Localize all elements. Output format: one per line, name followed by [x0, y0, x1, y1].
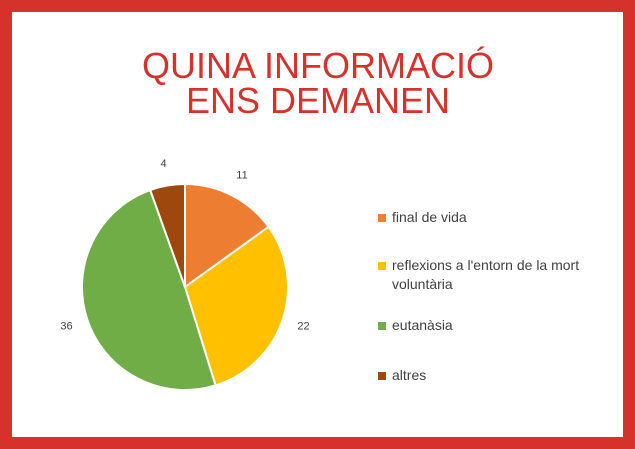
legend-label: reflexions a l'entorn de la mort voluntà… [392, 257, 580, 292]
legend-label: eutanàsia [392, 317, 453, 333]
pie-slice [184, 182, 270, 289]
legend-item: reflexions a l'entorn de la mort voluntà… [378, 256, 622, 294]
legend-swatch [378, 322, 386, 330]
chart-title: QUINA INFORMACIÓ [142, 45, 494, 86]
pie-slice [80, 188, 217, 391]
data-label: 11 [236, 170, 247, 182]
data-label: 22 [297, 321, 309, 333]
legend-label: final de vida [392, 209, 467, 225]
legend-swatch [378, 262, 386, 270]
legend-item: altres [378, 366, 622, 385]
pie-slice [183, 225, 289, 387]
chart: QUINA INFORMACIÓ ENS DEMANEN 11 22 36 4 [60, 45, 494, 391]
legend-swatch [378, 214, 386, 222]
legend-label: altres [392, 367, 427, 383]
legend-item: eutanàsia [378, 316, 622, 335]
legend-swatch [378, 372, 386, 380]
data-label: 4 [161, 158, 167, 170]
chart-title: ENS DEMANEN [186, 80, 450, 121]
data-label: 36 [60, 321, 72, 333]
pie-slice [148, 182, 186, 288]
legend-item: final de vida [378, 208, 622, 227]
